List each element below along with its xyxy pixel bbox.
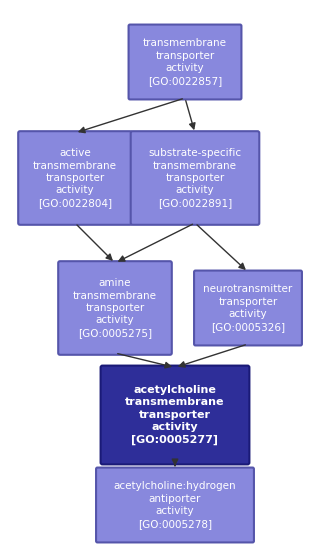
Text: substrate-specific
transmembrane
transporter
activity
[GO:0022891]: substrate-specific transmembrane transpo… [148,148,242,208]
Text: neurotransmitter
transporter
activity
[GO:0005326]: neurotransmitter transporter activity [G… [203,285,293,331]
FancyBboxPatch shape [58,261,172,355]
FancyBboxPatch shape [194,271,302,345]
Text: transmembrane
transporter
activity
[GO:0022857]: transmembrane transporter activity [GO:0… [143,38,227,86]
FancyBboxPatch shape [131,131,259,225]
FancyBboxPatch shape [101,366,249,464]
FancyBboxPatch shape [18,131,132,225]
Text: acetylcholine
transmembrane
transporter
activity
[GO:0005277]: acetylcholine transmembrane transporter … [125,385,225,445]
FancyBboxPatch shape [129,24,241,100]
Text: active
transmembrane
transporter
activity
[GO:0022804]: active transmembrane transporter activit… [33,148,117,208]
Text: amine
transmembrane
transporter
activity
[GO:0005275]: amine transmembrane transporter activity… [73,278,157,338]
FancyBboxPatch shape [96,468,254,543]
Text: acetylcholine:hydrogen
antiporter
activity
[GO:0005278]: acetylcholine:hydrogen antiporter activi… [114,481,236,529]
